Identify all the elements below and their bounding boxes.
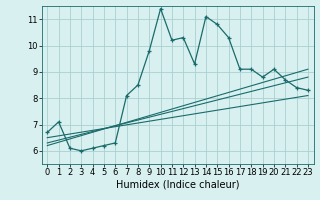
X-axis label: Humidex (Indice chaleur): Humidex (Indice chaleur) bbox=[116, 180, 239, 190]
